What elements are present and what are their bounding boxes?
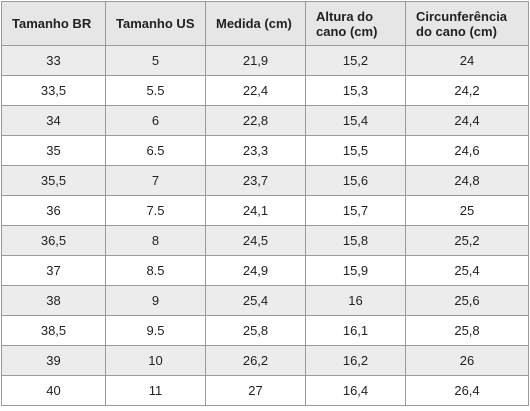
table-row: 38,5 9.5 25,8 16,1 25,8: [1, 315, 529, 346]
table-row: 40 11 27 16,4 26,4: [1, 375, 529, 406]
table-cell: 34: [1, 105, 106, 136]
table-header: Tamanho BR Tamanho US Medida (cm) Altura do…: [1, 1, 529, 46]
table-cell: 21,9: [205, 45, 306, 76]
table-cell: 24,8: [405, 165, 529, 196]
table-cell: 15,5: [305, 135, 406, 166]
table-cell: 22,8: [205, 105, 306, 136]
table-cell: 23,7: [205, 165, 306, 196]
table-row: 33,5 5.5 22,4 15,3 24,2: [1, 75, 529, 106]
table-cell: 24,9: [205, 255, 306, 286]
header-cell: Altura do cano (cm): [305, 1, 406, 46]
table-cell: 8: [105, 225, 206, 256]
table-row: 34 6 22,8 15,4 24,4: [1, 105, 529, 136]
table-cell: 10: [105, 345, 206, 376]
table-row: 35,5 7 23,7 15,6 24,8: [1, 165, 529, 196]
table-row: 37 8.5 24,9 15,9 25,4: [1, 255, 529, 286]
table-cell: 8.5: [105, 255, 206, 286]
table-cell: 23,3: [205, 135, 306, 166]
table-cell: 5: [105, 45, 206, 76]
table-cell: 16,2: [305, 345, 406, 376]
table-cell: 26: [405, 345, 529, 376]
table-cell: 24,4: [405, 105, 529, 136]
table-cell: 38,5: [1, 315, 106, 346]
table-cell: 7: [105, 165, 206, 196]
table-cell: 26,2: [205, 345, 306, 376]
table-cell: 9.5: [105, 315, 206, 346]
table-cell: 26,4: [405, 375, 529, 406]
table-cell: 5.5: [105, 75, 206, 106]
table-row: 36,5 8 24,5 15,8 25,2: [1, 225, 529, 256]
table-row: 33 5 21,9 15,2 24: [1, 45, 529, 76]
header-cell: Medida (cm): [205, 1, 306, 46]
table-cell: 38: [1, 285, 106, 316]
table-cell: 15,9: [305, 255, 406, 286]
table-cell: 25,6: [405, 285, 529, 316]
header-cell: Circunferência do cano (cm): [405, 1, 529, 46]
header-row: Tamanho BR Tamanho US Medida (cm) Altura do…: [1, 1, 529, 46]
table-cell: 7.5: [105, 195, 206, 226]
table-cell: 27: [205, 375, 306, 406]
table-cell: 25,4: [405, 255, 529, 286]
table-cell: 15,2: [305, 45, 406, 76]
table-cell: 16,1: [305, 315, 406, 346]
table-cell: 37: [1, 255, 106, 286]
table-cell: 25: [405, 195, 529, 226]
header-cell: Tamanho BR: [1, 1, 106, 46]
table-cell: 6.5: [105, 135, 206, 166]
table-cell: 15,4: [305, 105, 406, 136]
table-row: 38 9 25,4 16 25,6: [1, 285, 529, 316]
table-cell: 25,8: [205, 315, 306, 346]
table-cell: 35,5: [1, 165, 106, 196]
table-cell: 33: [1, 45, 106, 76]
table-cell: 25,2: [405, 225, 529, 256]
table-cell: 36,5: [1, 225, 106, 256]
table-row: 35 6.5 23,3 15,5 24,6: [1, 135, 529, 166]
table-cell: 33,5: [1, 75, 106, 106]
table-cell: 15,7: [305, 195, 406, 226]
table-cell: 24,1: [205, 195, 306, 226]
table-cell: 36: [1, 195, 106, 226]
table-cell: 25,4: [205, 285, 306, 316]
header-cell: Tamanho US: [105, 1, 206, 46]
table-cell: 24,5: [205, 225, 306, 256]
table-cell: 24,6: [405, 135, 529, 166]
table-cell: 16,4: [305, 375, 406, 406]
table-cell: 24: [405, 45, 529, 76]
table-cell: 39: [1, 345, 106, 376]
table-cell: 16: [305, 285, 406, 316]
table-row: 36 7.5 24,1 15,7 25: [1, 195, 529, 226]
table-cell: 40: [1, 375, 106, 406]
table-cell: 15,8: [305, 225, 406, 256]
table-cell: 22,4: [205, 75, 306, 106]
table-cell: 35: [1, 135, 106, 166]
table-cell: 15,3: [305, 75, 406, 106]
table-cell: 6: [105, 105, 206, 136]
table-cell: 9: [105, 285, 206, 316]
table-cell: 11: [105, 375, 206, 406]
table-row: 39 10 26,2 16,2 26: [1, 345, 529, 376]
table-cell: 25,8: [405, 315, 529, 346]
table-cell: 15,6: [305, 165, 406, 196]
table-body: 33 5 21,9 15,2 24 33,5 5.5 22,4 15,3 24,2 34 6 22,8 1…: [1, 45, 529, 406]
table-cell: 24,2: [405, 75, 529, 106]
